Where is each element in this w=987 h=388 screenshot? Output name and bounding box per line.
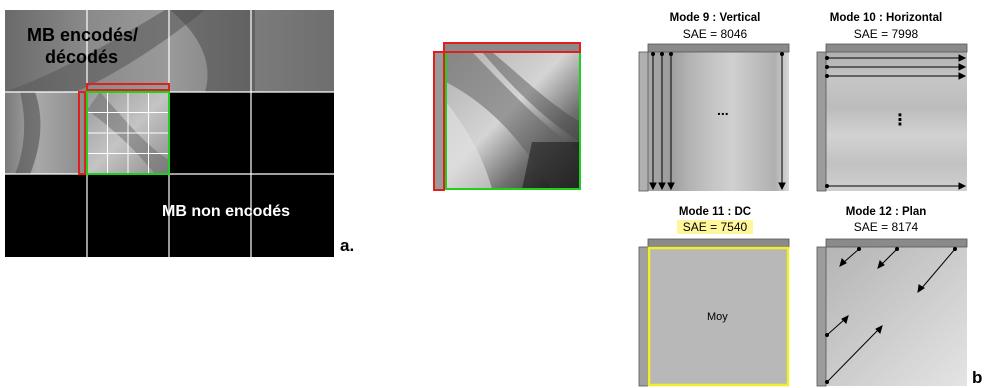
- mode-12-title: Mode 12 : Plan: [845, 206, 927, 218]
- mode-9-ellipsis: ...: [717, 102, 729, 118]
- left-reference-strip: [78, 91, 86, 175]
- mode-9-top-reference: [647, 43, 790, 53]
- non-encoded-label: MB non encodés: [162, 203, 291, 220]
- zoomed-left-column: [434, 52, 444, 189]
- mode-10-ellipsis: ⋮: [892, 112, 908, 129]
- mode-11-mean-label: Moy: [707, 311, 728, 323]
- mode-10-arrows: [825, 54, 967, 190]
- mode-12-sae: SAE = 8174: [811, 220, 961, 234]
- macroblock-grid-svg: [5, 10, 334, 257]
- zoomed-top-row: [444, 44, 580, 52]
- mode-11-sae: SAE = 7540: [640, 220, 790, 234]
- mode-10-prediction: [826, 52, 967, 191]
- top-reference-strip: [86, 83, 170, 91]
- zoomed-top-strip: [443, 42, 581, 53]
- zoomed-block-svg: [433, 42, 581, 191]
- mode-9-svg: [638, 43, 790, 192]
- mode-11-dc-block: Moy: [637, 237, 791, 388]
- encoded-label-line2: décodés: [45, 47, 119, 67]
- mode-9-prediction: [648, 52, 789, 191]
- mode-10-sae: SAE = 7998: [811, 27, 961, 41]
- mode-10-horizontal-block: ⋮: [815, 42, 969, 193]
- sub-block-grid: [87, 92, 169, 174]
- zoomed-block-figure: [432, 42, 584, 192]
- mode-9-vertical-block: ...: [637, 42, 791, 193]
- mode-12-arrows: [825, 247, 957, 384]
- mode-10-left-reference: [816, 51, 827, 192]
- macroblock-grid-figure: MB encodés/ décodés MB non encodés: [5, 10, 334, 257]
- encoded-label: MB encodés/ décodés: [27, 24, 138, 68]
- mode-11-title: Mode 11 : DC: [678, 206, 752, 218]
- mode-9-title: Mode 9 : Vertical: [669, 12, 761, 24]
- mode-10-svg: [816, 43, 968, 192]
- mode-9-arrows: [649, 52, 786, 191]
- mode-10-title: Mode 10 : Horizontal: [829, 12, 943, 24]
- encoded-left-block: [5, 92, 87, 174]
- panel-b-letter: b: [972, 368, 983, 387]
- zoomed-pixel-pattern: [446, 52, 580, 189]
- mode-11-selected-outline: [647, 246, 790, 387]
- mode-11-prediction: [648, 247, 789, 386]
- mode-12-svg: [816, 238, 968, 387]
- mode-10-sae-value: SAE = 7998: [853, 27, 919, 41]
- mode-9-sae-value: SAE = 8046: [682, 27, 748, 41]
- mode-11-sae-value: SAE = 7540: [676, 220, 754, 234]
- mode-12-plane-block: [815, 237, 969, 388]
- encoded-label-line1: MB encodés/: [27, 25, 139, 45]
- mode-12-sae-value: SAE = 8174: [853, 220, 919, 234]
- panel-a-letter: a.: [340, 236, 355, 255]
- mode-9-sae: SAE = 8046: [640, 27, 790, 41]
- mode-11-svg: [638, 238, 790, 387]
- current-block-outline: [86, 91, 170, 175]
- mode-12-prediction: [826, 247, 967, 386]
- zoomed-left-strip: [433, 51, 445, 191]
